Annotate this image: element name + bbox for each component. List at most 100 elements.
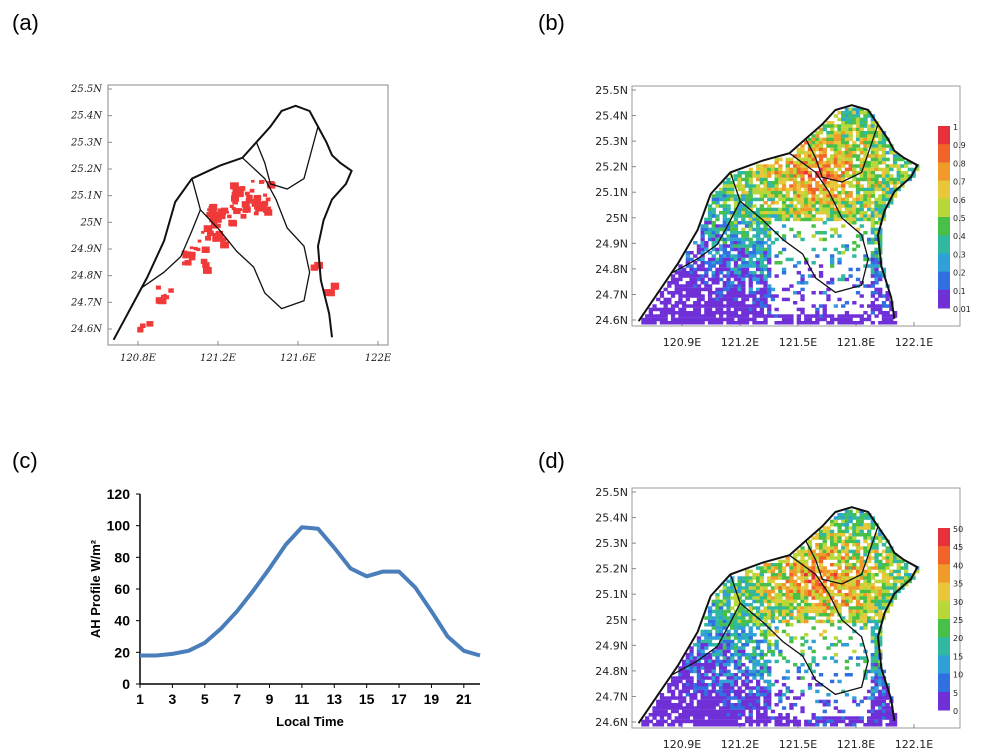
heat-cell <box>707 639 713 644</box>
heat-cell <box>781 181 787 185</box>
heat-cell <box>855 519 861 524</box>
heat-cell <box>859 207 864 212</box>
heat-cell <box>874 277 879 282</box>
heat-cell <box>711 669 716 674</box>
heat-cell <box>815 207 820 212</box>
heat-cell <box>752 653 757 657</box>
heat-cell <box>844 599 850 604</box>
heat-cell <box>693 301 698 305</box>
heat-cell <box>855 606 861 610</box>
heat-cell <box>759 706 764 710</box>
heat-cell <box>741 653 746 657</box>
heat-cell <box>719 659 724 664</box>
heat-cell <box>855 187 861 192</box>
heat-cell <box>748 237 753 242</box>
heat-cell <box>837 559 842 564</box>
heat-cell <box>822 187 827 192</box>
heat-cell <box>878 699 883 704</box>
heat-cell <box>737 623 742 627</box>
heat-cell <box>804 669 809 674</box>
heat-cell <box>730 683 735 687</box>
heat-cell <box>852 549 857 554</box>
heat-cell <box>874 144 879 148</box>
heat-cell <box>892 716 898 720</box>
heat-cell <box>830 606 835 610</box>
heat-cell <box>685 317 690 322</box>
heat-cell <box>822 137 827 142</box>
heat-cell <box>726 184 731 188</box>
heat-cell <box>896 563 901 567</box>
heat-cell <box>778 217 783 222</box>
heat-cell <box>744 304 750 308</box>
heat-cell <box>744 181 750 185</box>
heat-cell <box>711 221 716 225</box>
heat-cell <box>811 291 816 295</box>
urban-patch <box>258 201 263 205</box>
heat-cell <box>741 241 746 245</box>
heat-cell <box>867 599 872 604</box>
heat-cell <box>896 177 901 182</box>
heat-cell <box>719 191 724 195</box>
heat-cell <box>863 147 868 152</box>
heat-cell <box>804 593 809 597</box>
heat-cell <box>863 187 868 192</box>
heat-cell <box>704 244 709 248</box>
lat-tick-label: 24.9N <box>70 244 103 255</box>
heat-cell <box>885 297 890 302</box>
heat-cell <box>744 254 750 258</box>
heat-cell <box>741 706 746 710</box>
heat-cell <box>855 716 861 720</box>
heat-cell <box>844 619 850 624</box>
heat-cell <box>793 579 798 584</box>
heat-cell <box>841 304 846 308</box>
heat-cell <box>815 719 820 724</box>
heat-cell <box>715 699 720 704</box>
heat-cell <box>752 619 757 624</box>
heat-cell <box>737 177 742 182</box>
heat-cell <box>774 573 779 577</box>
heat-cell <box>874 174 879 178</box>
heat-cell <box>878 666 883 670</box>
heat-cell <box>756 177 761 182</box>
heat-cell <box>815 307 820 312</box>
heat-cell <box>748 187 753 192</box>
heat-cell <box>707 257 713 262</box>
urban-patch <box>207 208 211 212</box>
heat-cell <box>726 606 731 610</box>
heat-cell <box>689 311 694 315</box>
heat-cell <box>689 274 694 278</box>
heat-cell <box>885 191 890 195</box>
heat-cell <box>878 609 883 614</box>
heat-cell <box>822 181 827 185</box>
map-b-region-outline <box>637 104 919 322</box>
heat-cell <box>744 633 750 637</box>
heat-cell <box>722 583 727 587</box>
heat-cell <box>855 127 861 132</box>
heat-cell <box>841 559 846 564</box>
heat-cell <box>685 676 690 680</box>
heat-cell <box>830 261 835 265</box>
heat-cell <box>737 174 742 178</box>
panel-label-a: (a) <box>12 10 39 35</box>
heat-cell <box>874 274 879 278</box>
heat-cell <box>756 207 761 212</box>
heat-cell <box>878 599 883 604</box>
heat-cell <box>711 304 716 308</box>
heat-cell <box>867 187 872 192</box>
heat-cell <box>696 277 702 282</box>
heat-cell <box>830 217 835 222</box>
heat-cell <box>726 301 731 305</box>
heat-cell <box>848 549 853 554</box>
heat-cell <box>722 224 727 228</box>
heat-cell <box>826 164 831 168</box>
heat-cell <box>841 184 846 188</box>
heat-cell <box>789 589 794 594</box>
heat-cell <box>841 586 846 590</box>
heat-cell <box>826 553 831 557</box>
heat-cell <box>700 281 705 285</box>
heat-cell <box>863 174 868 178</box>
heat-cell <box>778 191 783 195</box>
heat-cell <box>744 696 750 700</box>
heat-cell <box>763 231 768 235</box>
heat-cell <box>881 317 887 322</box>
